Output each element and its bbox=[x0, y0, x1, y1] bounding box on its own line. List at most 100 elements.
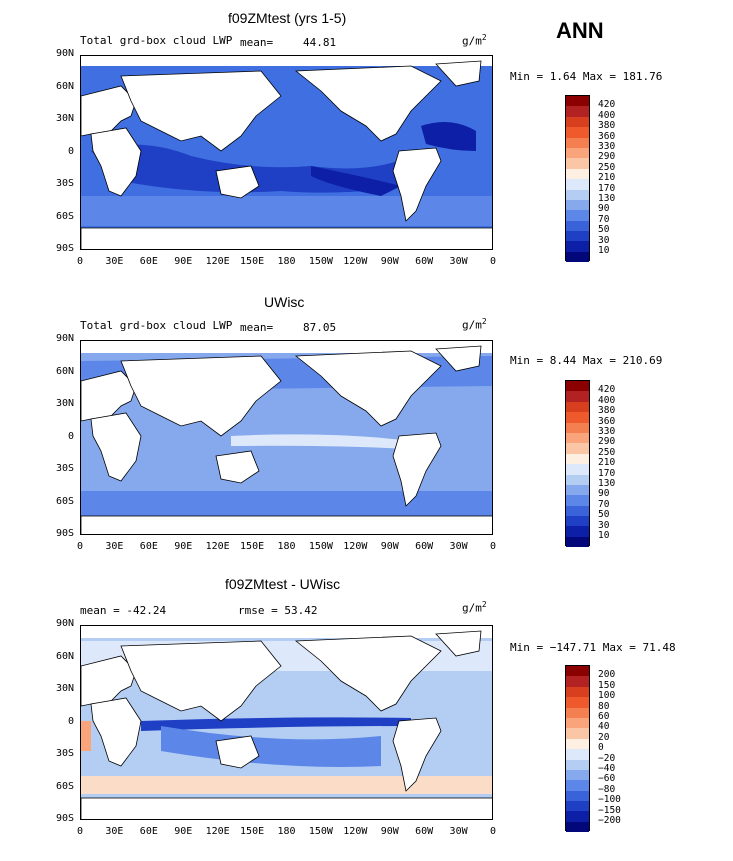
lon-tick-label: 120W bbox=[343, 256, 368, 267]
colorbar-swatch bbox=[566, 495, 589, 506]
colorbar-level-label: 250 bbox=[598, 446, 616, 458]
lon-tick-label: 0 bbox=[489, 541, 497, 552]
colorbar-swatch bbox=[566, 676, 589, 687]
lat-tick-label: 30N bbox=[55, 398, 74, 409]
panel1-title: f09ZMtest (yrs 1-5) bbox=[228, 10, 347, 26]
colorbar-level-label: 130 bbox=[598, 478, 616, 489]
lon-tick-label: 60W bbox=[415, 256, 434, 267]
colorbar-level-label: 30 bbox=[598, 519, 610, 531]
colorbar-level-label: −200 bbox=[598, 815, 621, 826]
antarctica bbox=[81, 227, 492, 249]
colorbar-swatch bbox=[566, 484, 589, 496]
lon-tick-label: 90E bbox=[174, 541, 193, 552]
colorbar-level-label: 10 bbox=[598, 530, 610, 541]
lon-tick-label: 150W bbox=[308, 826, 333, 837]
panel2-units: g/m2 bbox=[462, 317, 487, 332]
lon-tick-label: 30E bbox=[105, 826, 124, 837]
colorbar-level-label: −40 bbox=[598, 763, 616, 774]
se-pacific-core bbox=[311, 166, 401, 196]
colorbar-level-label: 400 bbox=[598, 394, 616, 406]
lat-tick-label: 90S bbox=[55, 528, 74, 539]
colorbar-swatch bbox=[566, 780, 589, 791]
lat-tick-label: 30N bbox=[55, 683, 74, 694]
lon-tick-label: 120E bbox=[205, 256, 230, 267]
colorbar-swatch bbox=[566, 536, 589, 548]
colorbar-swatch bbox=[566, 199, 589, 211]
lat-tick-label: 90N bbox=[55, 48, 74, 59]
colorbar-swatch bbox=[566, 697, 589, 708]
colorbar-swatch bbox=[566, 443, 589, 454]
colorbar-level-label: 170 bbox=[598, 467, 616, 479]
colorbar-level-label: 360 bbox=[598, 130, 616, 142]
colorbar-level-label: 290 bbox=[598, 151, 616, 163]
colorbar-level-label: 130 bbox=[598, 193, 616, 204]
lon-tick-label: 150W bbox=[308, 541, 333, 552]
colorbar-swatch bbox=[566, 158, 589, 169]
colorbar-level-label: 380 bbox=[598, 120, 616, 132]
colorbar-swatch bbox=[566, 106, 589, 117]
panel2-mean: 87.05 bbox=[303, 321, 337, 334]
colorbar-level-label: 90 bbox=[598, 488, 610, 500]
colorbar bbox=[565, 380, 590, 548]
colorbar-swatch bbox=[566, 220, 589, 232]
units-exp: 2 bbox=[481, 317, 487, 326]
lat-tick-label: 0 bbox=[67, 145, 74, 157]
north-america bbox=[294, 65, 442, 142]
colorbar-level-label: 400 bbox=[598, 109, 616, 121]
australia bbox=[215, 165, 260, 199]
colorbar-level-label: 330 bbox=[598, 426, 616, 437]
lat-tick-label: 90N bbox=[55, 333, 74, 344]
colorbar-swatch bbox=[566, 251, 589, 263]
colorbar-level-label: 420 bbox=[598, 384, 616, 396]
europe bbox=[81, 370, 137, 422]
colorbar-swatch bbox=[566, 422, 589, 433]
asia bbox=[120, 70, 282, 152]
lon-tick-label: 60E bbox=[139, 256, 158, 267]
colorbar-swatch bbox=[566, 189, 589, 200]
colorbar-swatch bbox=[566, 686, 589, 698]
colorbar-level-label: 250 bbox=[598, 161, 616, 173]
africa bbox=[90, 127, 142, 197]
australia bbox=[215, 735, 260, 769]
lon-tick-label: 30W bbox=[449, 826, 468, 837]
lon-tick-label: 60E bbox=[139, 826, 158, 837]
lat-tick-label: 90N bbox=[55, 618, 74, 629]
arctic-cap bbox=[81, 341, 492, 353]
lat-tick-label: 30S bbox=[55, 748, 74, 759]
colorbar-swatch bbox=[566, 116, 589, 128]
colorbar-swatch bbox=[566, 464, 589, 475]
lat-tick-label: 60S bbox=[55, 210, 74, 222]
panel1-map-svg bbox=[81, 56, 492, 249]
north-america bbox=[294, 635, 442, 712]
lat-tick-label: 60S bbox=[55, 780, 74, 792]
colorbar-level-label: 50 bbox=[598, 224, 610, 236]
southern-positive-band bbox=[81, 776, 492, 794]
asia bbox=[120, 640, 282, 722]
africa bbox=[90, 412, 142, 482]
colorbar-swatch bbox=[566, 749, 589, 760]
colorbar-level-label: 210 bbox=[598, 457, 616, 469]
lon-tick-label: 120W bbox=[343, 541, 368, 552]
colorbar-level-label: 380 bbox=[598, 405, 616, 417]
colorbar-swatch bbox=[566, 432, 589, 444]
panel1-mean: 44.81 bbox=[303, 36, 337, 49]
itcz-dark-band bbox=[141, 717, 411, 731]
lat-tick-label: 0 bbox=[67, 715, 74, 727]
lat-tick-label: 60N bbox=[55, 650, 74, 662]
colorbar-swatch bbox=[566, 147, 589, 159]
lat-tick-label: 30N bbox=[55, 113, 74, 124]
antarctica bbox=[81, 515, 492, 534]
lon-tick-label: 90W bbox=[380, 826, 399, 837]
lon-tick-label: 30E bbox=[105, 256, 124, 267]
colorbar-swatch bbox=[566, 526, 589, 537]
lon-tick-label: 0 bbox=[76, 826, 84, 837]
units-exp: 2 bbox=[481, 33, 487, 42]
south-america bbox=[392, 432, 442, 507]
colorbar-swatch bbox=[566, 738, 589, 750]
colorbar-swatch bbox=[566, 728, 589, 739]
lon-tick-label: 90W bbox=[380, 541, 399, 552]
colorbar-level-label: 360 bbox=[598, 415, 616, 427]
units-base: g/m bbox=[462, 601, 482, 615]
panel1-map bbox=[80, 55, 493, 250]
colorbar-swatch bbox=[566, 707, 589, 718]
